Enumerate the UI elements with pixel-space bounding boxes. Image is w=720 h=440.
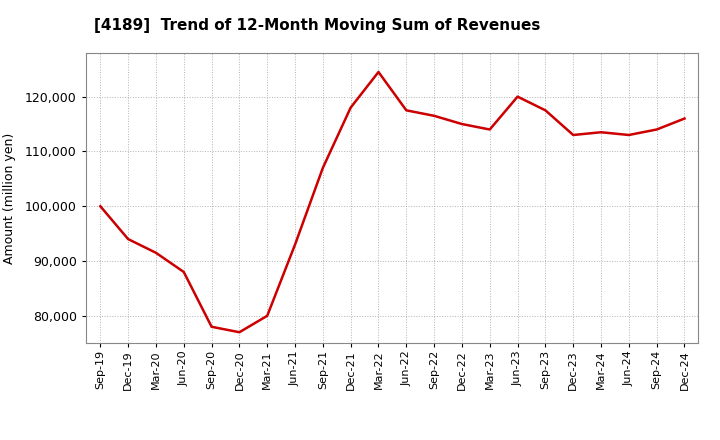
- Y-axis label: Amount (million yen): Amount (million yen): [4, 132, 17, 264]
- Text: [4189]  Trend of 12-Month Moving Sum of Revenues: [4189] Trend of 12-Month Moving Sum of R…: [94, 18, 540, 33]
